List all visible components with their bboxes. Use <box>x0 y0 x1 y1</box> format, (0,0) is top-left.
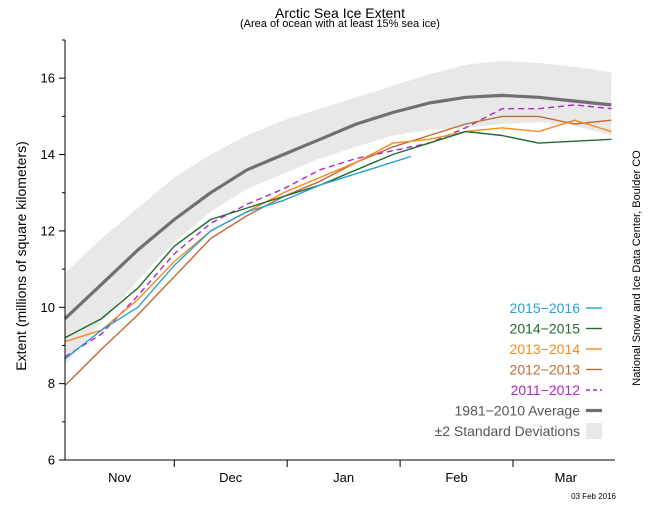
x-tick-label-dec: Dec <box>219 470 243 485</box>
series-line-2014-2015 <box>64 130 612 339</box>
y-tick-label: 14 <box>41 147 55 162</box>
legend-label: 2012−2013 <box>510 362 581 378</box>
legend-label: 2013−2014 <box>510 341 581 357</box>
legend-label: ±2 Standard Deviations <box>435 423 580 439</box>
chart-subtitle: (Area of ocean with at least 15% sea ice… <box>240 18 440 30</box>
y-tick-label: 12 <box>41 223 55 238</box>
x-tick-label-feb: Feb <box>445 470 467 485</box>
series-line-2012-2013 <box>64 115 612 386</box>
series-line-1981-2010-average <box>63 93 612 320</box>
series-line-2013-2014 <box>64 119 612 343</box>
y-tick-label: 16 <box>41 71 55 86</box>
legend-label: 1981−2010 Average <box>455 403 581 419</box>
x-tick-label-nov: Nov <box>108 470 132 485</box>
y-tick-label: 6 <box>48 453 55 468</box>
legend-label: 2015−2016 <box>510 300 581 316</box>
y-tick-label: 8 <box>48 376 55 391</box>
x-tick-label-jan: Jan <box>333 470 354 485</box>
legend-label: 2011−2012 <box>511 382 581 398</box>
legend-label: 2014−2015 <box>510 321 581 337</box>
chart-title: Arctic Sea Ice Extent <box>275 5 405 21</box>
date-stamp: 03 Feb 2016 <box>571 492 616 501</box>
y-tick-label: 10 <box>41 300 55 315</box>
x-tick-label-mar: Mar <box>555 470 578 485</box>
series-line-2011-2012 <box>64 104 612 358</box>
series-line-2015-2016 <box>64 155 412 360</box>
std-dev-band <box>65 61 612 365</box>
legend-swatch-band <box>586 423 602 439</box>
